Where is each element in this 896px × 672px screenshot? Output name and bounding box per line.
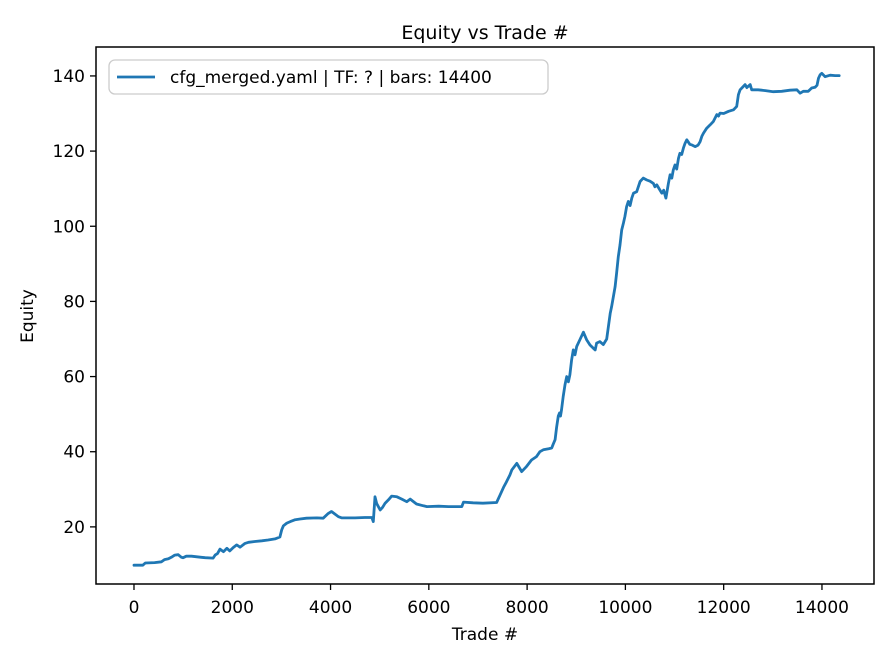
y-axis-label: Equity [18, 289, 38, 343]
y-tick-label: 20 [63, 518, 85, 538]
y-tick-label: 80 [63, 292, 85, 312]
x-tick-label: 12000 [697, 598, 751, 618]
y-tick-label: 40 [63, 443, 85, 463]
legend: cfg_merged.yaml | TF: ? | bars: 14400 [108, 59, 549, 95]
y-tick-label: 120 [53, 142, 85, 162]
x-tick-label: 8000 [505, 598, 548, 618]
x-tick-label: 4000 [309, 598, 352, 618]
equity-line [132, 71, 841, 567]
legend-box [108, 59, 549, 95]
x-tick-label: 6000 [407, 598, 450, 618]
x-tick-label: 14000 [795, 598, 849, 618]
x-axis: 0 2000 4000 6000 8000 10000 12000 14000 [129, 584, 849, 618]
plot-border [95, 46, 875, 585]
y-tick-label: 100 [53, 217, 85, 237]
x-tick-label: 2000 [211, 598, 254, 618]
x-tick-label: 0 [129, 598, 140, 618]
chart-title: Equity vs Trade # [401, 22, 568, 44]
y-tick-label: 60 [63, 368, 85, 388]
y-tick-label: 140 [53, 67, 85, 87]
y-axis: 20 40 60 80 100 120 140 [53, 67, 96, 538]
x-axis-label: Trade # [451, 625, 518, 645]
x-tick-label: 10000 [598, 598, 652, 618]
legend-label: cfg_merged.yaml | TF: ? | bars: 14400 [170, 68, 492, 88]
